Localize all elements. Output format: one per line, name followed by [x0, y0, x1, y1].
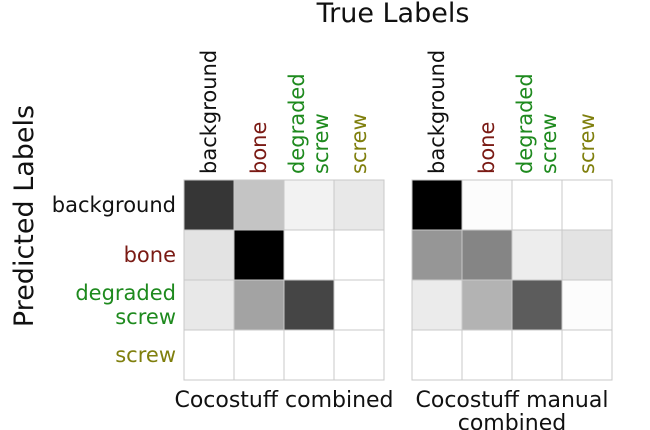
- y-axis-title: Predicted Labels: [9, 105, 40, 327]
- matrix-cell: [561, 229, 613, 281]
- matrix-cell: [233, 329, 285, 381]
- true-label-3: screw: [575, 113, 599, 174]
- true-label-line: background: [425, 50, 449, 174]
- matrix-cell: [461, 229, 513, 281]
- matrix-cell: [333, 179, 385, 231]
- matrix-caption: Cocostuff combined: [174, 388, 393, 413]
- true-label-line: degraded: [285, 73, 309, 174]
- predicted-label-line: bone: [124, 243, 176, 267]
- true-label-line: bone: [247, 122, 271, 174]
- matrix-cell: [333, 329, 385, 381]
- matrix-cell: [183, 229, 235, 281]
- true-label-line: screw: [575, 113, 599, 174]
- matrix-cell: [561, 329, 613, 381]
- true-label-1: bone: [247, 122, 271, 174]
- matrix-cell: [233, 279, 285, 331]
- matrix-cell: [411, 179, 463, 231]
- true-label-line: screw: [537, 113, 561, 174]
- matrix-cell: [511, 279, 563, 331]
- matrix-cell: [461, 179, 513, 231]
- matrix-cell: [283, 229, 335, 281]
- predicted-label-line: screw: [115, 343, 176, 367]
- true-label-line: background: [197, 50, 221, 174]
- matrix-cell: [183, 329, 235, 381]
- predicted-label-line: screw: [115, 305, 176, 329]
- matrix-cell: [233, 229, 285, 281]
- predicted-label-0: background: [52, 193, 176, 217]
- matrix-caption: combined: [458, 411, 567, 430]
- matrix-cell: [461, 279, 513, 331]
- true-label-line: bone: [475, 122, 499, 174]
- matrix-1: background bone degradedscrew screwCocostuf…: [411, 50, 613, 430]
- matrix-cell: [411, 229, 463, 281]
- true-label-1: bone: [475, 122, 499, 174]
- true-label-0: background: [425, 50, 449, 174]
- matrix-cell: [511, 179, 563, 231]
- predicted-label-1: bone: [124, 243, 176, 267]
- matrix-cell: [511, 329, 563, 381]
- matrix-cell: [283, 179, 335, 231]
- predicted-label-3: screw: [115, 343, 176, 367]
- matrix-cell: [561, 179, 613, 231]
- true-label-line: screw: [347, 113, 371, 174]
- matrix-cell: [333, 279, 385, 331]
- matrix-cell: [233, 179, 285, 231]
- matrix-cell: [333, 229, 385, 281]
- chart-title: True Labels: [316, 0, 470, 29]
- matrix-caption: Cocostuff manual: [416, 388, 609, 413]
- matrix-cell: [183, 179, 235, 231]
- matrix-cell: [411, 279, 463, 331]
- predicted-label-2: degraded screw: [75, 281, 176, 329]
- true-label-line: screw: [309, 113, 333, 174]
- matrix-cell: [461, 329, 513, 381]
- predicted-label-line: degraded: [75, 281, 176, 305]
- matrix-cell: [511, 229, 563, 281]
- matrix-cell: [183, 279, 235, 331]
- matrix-0: background bone degradedscrew screwCocostuf…: [174, 50, 393, 413]
- matrix-cell: [561, 279, 613, 331]
- true-label-2: degradedscrew: [285, 73, 333, 174]
- true-label-line: degraded: [513, 73, 537, 174]
- true-label-3: screw: [347, 113, 371, 174]
- matrix-cell: [283, 279, 335, 331]
- predicted-label-line: background: [52, 193, 176, 217]
- matrix-cell: [283, 329, 335, 381]
- true-label-0: background: [197, 50, 221, 174]
- true-label-2: degradedscrew: [513, 73, 561, 174]
- matrix-cell: [411, 329, 463, 381]
